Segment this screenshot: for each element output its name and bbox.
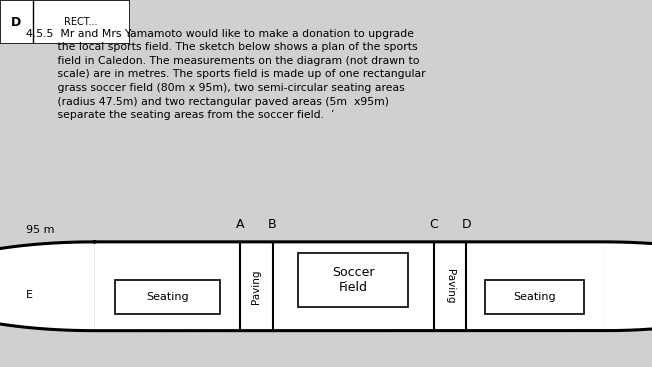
Bar: [485, 280, 584, 314]
Polygon shape: [0, 242, 95, 331]
Bar: [115, 280, 220, 314]
Text: 4.5.5  Mr and Mrs Yamamoto would like to make a donation to upgrade
         the: 4.5.5 Mr and Mrs Yamamoto would like to …: [26, 29, 426, 120]
Bar: [95, 242, 603, 331]
Text: D: D: [11, 15, 22, 29]
Text: A: A: [235, 218, 244, 230]
Text: Soccer
Field: Soccer Field: [332, 266, 374, 294]
Text: Seating: Seating: [513, 292, 556, 302]
Text: Paving: Paving: [251, 269, 261, 304]
Text: C: C: [429, 218, 438, 230]
Polygon shape: [603, 242, 652, 331]
Text: E: E: [26, 290, 33, 300]
Text: 95 m: 95 m: [26, 225, 55, 235]
Text: B: B: [268, 218, 277, 230]
Text: Paving: Paving: [445, 269, 455, 304]
Bar: [299, 253, 408, 307]
Text: D: D: [462, 218, 471, 230]
Text: Seating: Seating: [146, 292, 188, 302]
Text: RECT...: RECT...: [64, 17, 98, 27]
